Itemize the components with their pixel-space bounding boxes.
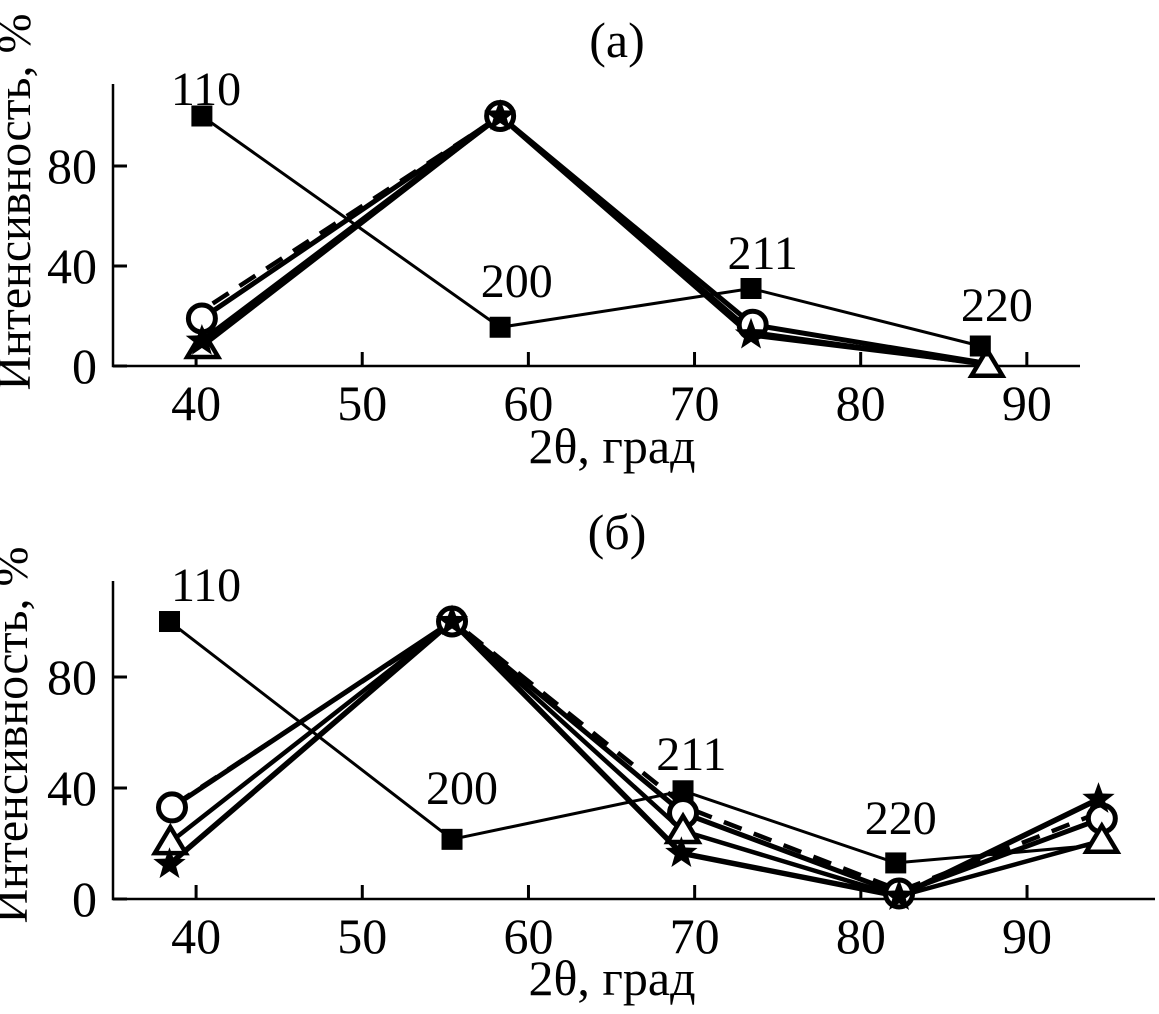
- star-marker: [483, 99, 517, 130]
- series-line-stars: [167, 617, 1100, 900]
- square-marker: [489, 316, 511, 338]
- series-line-stars: [200, 112, 988, 367]
- x-tick-label: 50: [337, 375, 387, 431]
- square-marker: [159, 611, 181, 633]
- x-tick-label: 60: [503, 908, 553, 964]
- peak-label-200: 200: [481, 255, 553, 308]
- square-marker: [441, 828, 463, 850]
- y-tick-label: 80: [47, 138, 97, 194]
- circle-marker: [155, 791, 188, 824]
- series-line-squares: [201, 114, 981, 348]
- y-tick-label: 40: [47, 238, 97, 294]
- triangle-marker: [1082, 821, 1122, 854]
- peak-label-220: 220: [865, 792, 937, 845]
- peak-label-200: 200: [426, 762, 498, 815]
- y-tick-label: 0: [72, 871, 97, 927]
- peak-label-220: 220: [961, 279, 1033, 332]
- star-marker: [153, 847, 186, 879]
- x-tick-label: 50: [337, 908, 387, 964]
- x-tick-label: 90: [1002, 375, 1052, 431]
- star-marker: [185, 324, 219, 355]
- peak-label-211: 211: [656, 728, 726, 781]
- chart-a: 40 50 60 70 80 90 0 40 80 (а) 2θ, град Интенсивност…: [0, 12, 1080, 474]
- star-marker: [734, 317, 768, 349]
- x-axis-label: 2θ, град: [528, 418, 695, 474]
- y-axis-label: Интенсивность, %: [0, 13, 41, 390]
- y-axis-label: Интенсивность, %: [0, 546, 38, 923]
- star-marker: [435, 604, 469, 636]
- triangle-marker: [967, 345, 1007, 378]
- x-tick-label: 40: [171, 375, 221, 431]
- star-marker: [1082, 782, 1115, 813]
- series-line-triangles: [168, 618, 1103, 899]
- y-tick-label: 40: [47, 760, 97, 816]
- series-line-circles: [170, 618, 1103, 897]
- series-line-dashed: [173, 618, 1103, 894]
- x-tick-label: 40: [171, 908, 221, 964]
- y-tick-label: 0: [72, 338, 97, 394]
- chart-b: 40 50 60 70 80 90 0 40 80 (б) 2θ, град Интенсивност…: [0, 504, 1155, 1006]
- square-marker: [885, 852, 907, 874]
- star-marker: [665, 836, 698, 867]
- peak-label-110: 110: [171, 559, 241, 612]
- x-tick-label: 60: [503, 375, 553, 431]
- x-tick-label: 70: [670, 908, 720, 964]
- axes: [111, 84, 1080, 368]
- square-marker: [191, 105, 213, 127]
- series-line-circles: [200, 112, 988, 366]
- x-tick-label: 90: [1002, 908, 1052, 964]
- x-tick-label: 70: [670, 375, 720, 431]
- square-marker: [740, 278, 762, 299]
- peak-label-211: 211: [728, 227, 798, 280]
- y-tick-label: 80: [47, 649, 97, 705]
- chart-title: (а): [589, 12, 645, 68]
- square-marker: [672, 780, 694, 802]
- chart-title: (б): [588, 504, 647, 560]
- x-tick-label: 80: [836, 908, 886, 964]
- series-line-dashed: [211, 116, 499, 306]
- x-tick-label: 80: [836, 375, 886, 431]
- square-marker: [969, 335, 991, 357]
- x-axis-label: 2θ, град: [528, 950, 695, 1006]
- star-marker: [882, 879, 916, 910]
